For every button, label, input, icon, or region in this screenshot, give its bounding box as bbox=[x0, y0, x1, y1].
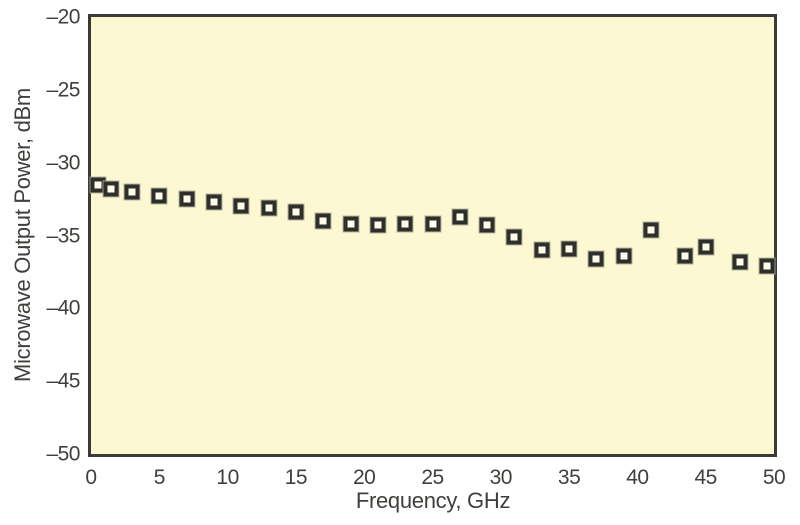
y-tick-label: –25 bbox=[46, 78, 80, 102]
x-tick-label: 0 bbox=[85, 466, 97, 489]
data-point-marker bbox=[179, 191, 195, 207]
data-point-marker bbox=[561, 241, 577, 257]
data-point-marker bbox=[732, 254, 748, 270]
data-point-marker bbox=[425, 216, 440, 232]
data-point-marker bbox=[370, 217, 386, 233]
x-tick-label: 50 bbox=[762, 466, 786, 489]
data-point-marker bbox=[698, 239, 714, 255]
plot-area bbox=[88, 14, 777, 457]
data-point-marker bbox=[506, 229, 522, 245]
data-point-marker bbox=[479, 217, 495, 233]
y-tick-label: –40 bbox=[46, 296, 80, 320]
data-point-marker bbox=[124, 184, 140, 200]
data-point-marker bbox=[90, 177, 106, 193]
x-tick-label: 10 bbox=[216, 466, 239, 489]
data-point-marker bbox=[452, 209, 468, 225]
y-tick-label: –35 bbox=[46, 224, 80, 247]
data-point-marker bbox=[343, 216, 359, 232]
y-tick-label: –20 bbox=[46, 5, 80, 29]
data-point-marker bbox=[534, 242, 550, 258]
data-point-marker bbox=[588, 251, 604, 267]
x-tick-label: 5 bbox=[153, 466, 166, 489]
x-tick-label: 45 bbox=[694, 466, 718, 489]
x-axis-title: Frequency, GHz bbox=[355, 488, 511, 513]
data-point-marker bbox=[677, 248, 693, 264]
data-point-marker bbox=[315, 213, 331, 229]
data-point-marker bbox=[397, 216, 413, 232]
data-point-marker bbox=[103, 181, 119, 197]
x-tick-label: 25 bbox=[421, 466, 444, 489]
x-tick-label: 15 bbox=[284, 466, 308, 489]
data-point-marker bbox=[759, 258, 775, 274]
data-point-marker bbox=[233, 198, 249, 214]
y-axis-title: Microwave Output Power, dBm bbox=[10, 88, 35, 382]
x-tick-label: 40 bbox=[626, 466, 649, 489]
data-point-marker bbox=[151, 188, 167, 204]
data-point-marker bbox=[643, 222, 659, 238]
x-tick-label: 20 bbox=[353, 466, 376, 489]
y-tick-label: –45 bbox=[46, 369, 80, 393]
y-tick-label: –50 bbox=[46, 442, 80, 466]
data-point-marker bbox=[261, 200, 277, 216]
data-point-marker bbox=[288, 204, 304, 220]
data-point-marker bbox=[616, 248, 632, 264]
x-tick-label: 35 bbox=[557, 466, 581, 489]
y-tick-label: –30 bbox=[46, 151, 80, 175]
data-point-marker bbox=[206, 194, 222, 210]
x-tick-label: 30 bbox=[489, 466, 513, 489]
